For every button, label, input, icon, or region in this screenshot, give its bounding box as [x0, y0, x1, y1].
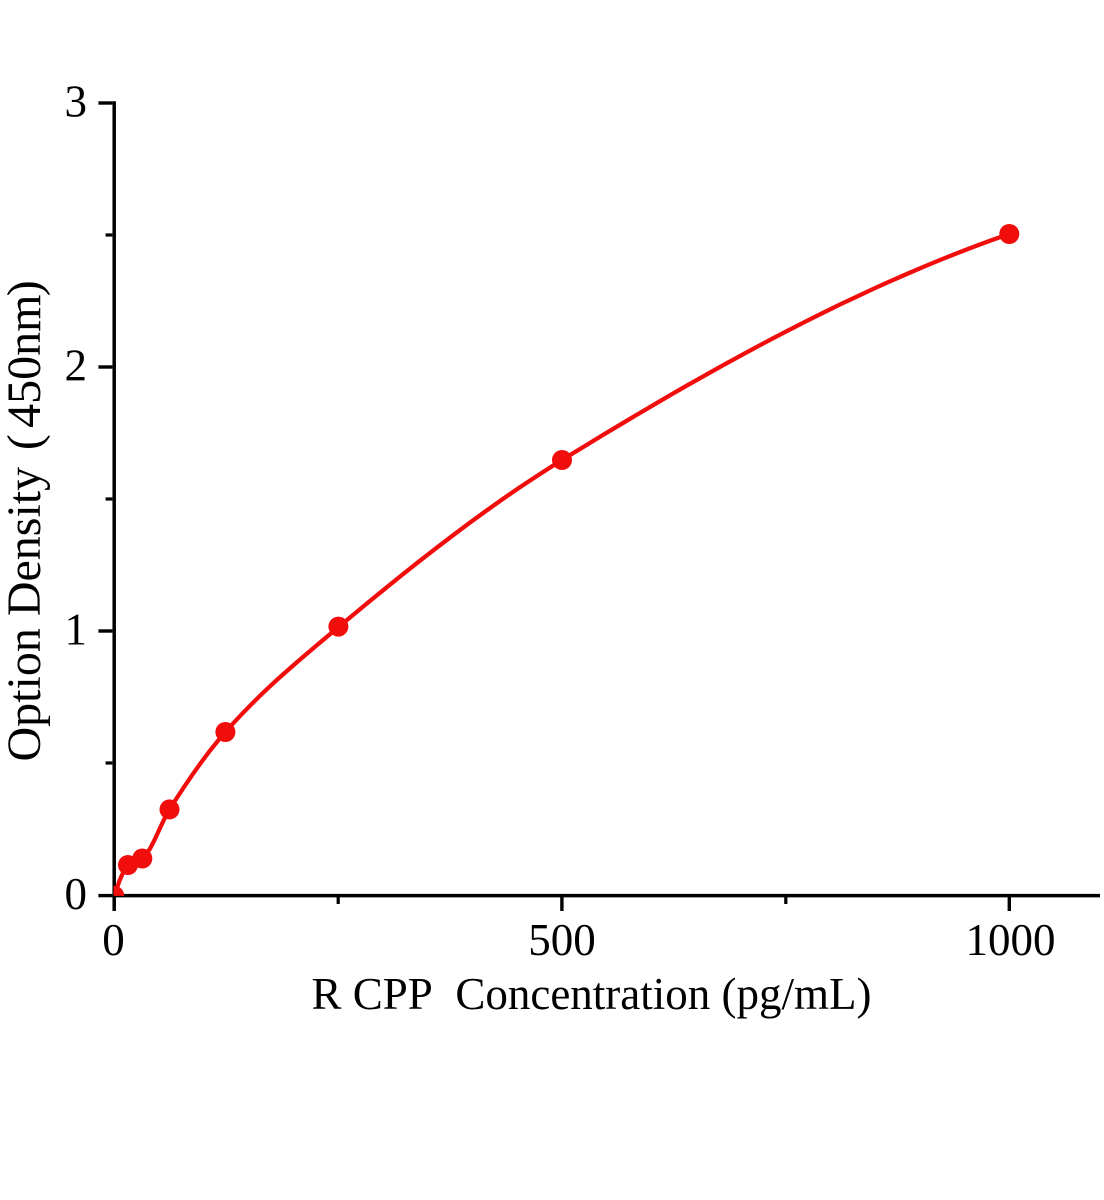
- svg-text:500: 500: [528, 915, 596, 965]
- svg-text:1: 1: [65, 605, 88, 655]
- svg-text:0: 0: [65, 869, 88, 919]
- svg-text:Option Density (450nm): Option Density (450nm): [0, 280, 51, 761]
- svg-text:R CPP Concentration (pg/mL): R CPP Concentration (pg/mL): [312, 969, 872, 1019]
- svg-text:0: 0: [102, 915, 125, 965]
- svg-text:2: 2: [65, 341, 88, 391]
- svg-text:1000: 1000: [966, 915, 1056, 965]
- svg-text:3: 3: [65, 77, 88, 127]
